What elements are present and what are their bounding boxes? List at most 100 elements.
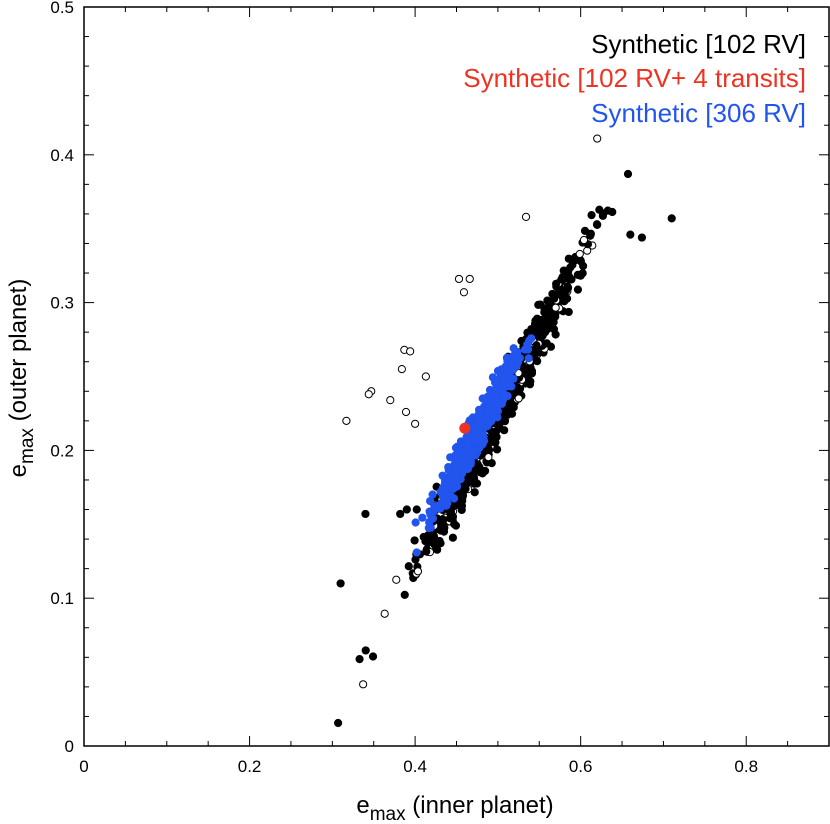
blue-point (524, 354, 533, 363)
axes: 0 0.2 0.4 0.6 0.8 0 0.1 0.2 0.3 0.4 0.5 (50, 0, 830, 776)
black-point (536, 324, 545, 333)
black-point (564, 254, 573, 263)
black-point (576, 271, 585, 280)
black-point (448, 533, 457, 542)
black-point (561, 286, 571, 295)
y-tick-label: 0.1 (50, 589, 74, 608)
black-point (359, 680, 368, 689)
y-tick-label: 0.5 (50, 0, 74, 17)
black-point (361, 646, 370, 655)
black-point (380, 609, 389, 618)
blue-point (441, 497, 450, 506)
black-point (499, 416, 508, 425)
black-open-point (386, 396, 395, 405)
blue-point (509, 344, 518, 353)
black-point (557, 275, 566, 284)
black-point (334, 718, 343, 728)
black-point (603, 206, 612, 215)
black-point (532, 341, 541, 350)
legend-entry-102-rv: Synthetic [102 RV] (591, 29, 806, 59)
black-open-point (454, 274, 464, 284)
x-axis-title: emax (inner planet) (356, 792, 553, 824)
y-tick-label: 0.2 (50, 441, 74, 460)
black-point (579, 261, 588, 271)
blue-point (428, 514, 437, 523)
black-point (484, 453, 493, 462)
black-point (517, 336, 526, 346)
black-point (595, 205, 604, 214)
black-point (592, 220, 602, 229)
black-point (566, 263, 575, 272)
y-tick-label: 0.4 (50, 146, 74, 165)
blue-point (486, 402, 495, 411)
blue-point (483, 409, 492, 419)
black-point (426, 535, 435, 545)
black-point (458, 491, 467, 500)
blue-point (480, 394, 490, 403)
black-point (402, 505, 411, 514)
black-point (472, 479, 482, 488)
black-point (400, 590, 409, 600)
black-point (549, 294, 559, 303)
black-open-point (465, 274, 474, 284)
black-point (439, 527, 449, 536)
black-point (515, 387, 524, 396)
blue-point (512, 359, 521, 368)
y-axis-title: emax (outer planet) (5, 279, 38, 478)
blue-point (520, 345, 530, 354)
data-points (334, 134, 676, 728)
black-point (413, 567, 423, 576)
black-point (457, 501, 467, 511)
black-point (559, 266, 568, 275)
red-point (459, 422, 471, 434)
black-point (536, 300, 545, 309)
black-point (637, 233, 647, 242)
black-point (492, 445, 502, 454)
blue-point (492, 391, 501, 401)
blue-point (443, 479, 452, 488)
black-open-point (593, 134, 602, 143)
black-point (551, 303, 560, 312)
blue-point (469, 447, 478, 456)
blue-point (473, 420, 482, 429)
black-point (552, 279, 561, 288)
y-tick-label: 0 (65, 737, 74, 756)
blue-point (509, 352, 518, 361)
blue-point (492, 380, 501, 390)
x-tick-label: 0.2 (238, 757, 262, 776)
blue-point (525, 336, 534, 345)
legend-entry-306-rv: Synthetic [306 RV] (591, 98, 806, 128)
black-open-point (406, 347, 415, 356)
black-point (623, 169, 633, 179)
x-tick-label: 0.6 (569, 757, 593, 776)
black-point (514, 394, 523, 403)
black-point (396, 509, 405, 519)
x-tick-label: 0.8 (734, 757, 758, 776)
black-point (433, 545, 442, 554)
blue-point (438, 471, 447, 480)
black-point (541, 308, 550, 317)
black-open-point (411, 419, 420, 428)
blue-point (411, 518, 420, 527)
blue-point (457, 454, 466, 463)
blue-point (418, 513, 427, 522)
blue-point (463, 464, 472, 474)
blue-point (425, 507, 434, 516)
black-open-point (421, 372, 430, 381)
black-point (586, 229, 596, 238)
black-point (368, 652, 378, 661)
black-point (533, 314, 542, 323)
black-point (587, 211, 596, 220)
blue-point (412, 548, 421, 557)
black-point (392, 575, 401, 584)
black-open-point (521, 212, 531, 221)
blue-point (440, 489, 449, 498)
black-point (404, 562, 413, 571)
black-point (438, 520, 447, 529)
black-open-point (364, 390, 373, 399)
black-point (500, 409, 510, 418)
black-point (573, 285, 583, 294)
black-point (470, 488, 479, 497)
black-point (355, 655, 364, 664)
black-point (445, 514, 455, 523)
